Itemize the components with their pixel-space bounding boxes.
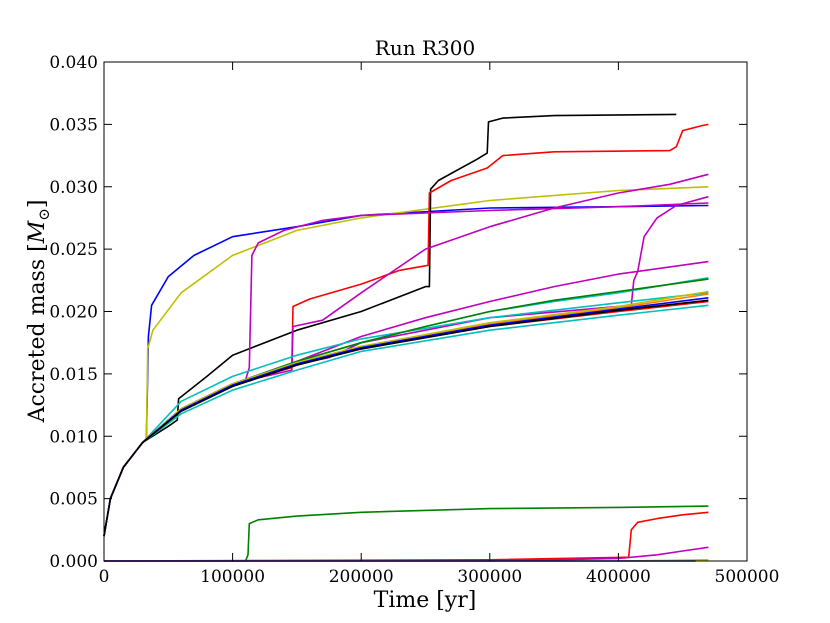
series-line-2 — [103, 186, 709, 537]
y-axis-label: Accreted mass [M⊙] — [25, 200, 53, 424]
series-line-6 — [103, 173, 709, 537]
x-tick-label: 100000 — [200, 567, 265, 587]
series-line-19 — [103, 511, 709, 562]
series-line-17 — [103, 299, 709, 537]
y-tick-label: 0.030 — [49, 178, 98, 198]
y-axis-label-suffix: ] — [25, 200, 50, 209]
y-axis-label-prefix: Accreted mass [ — [25, 243, 50, 423]
y-tick-label: 0.040 — [49, 53, 98, 73]
series-line-5 — [103, 202, 709, 537]
x-tick-label: 300000 — [457, 567, 522, 587]
series-line-3 — [103, 113, 677, 537]
y-tick-label: 0.025 — [49, 240, 98, 260]
series-line-1 — [103, 204, 709, 537]
series-line-9 — [103, 292, 709, 537]
series-line-18 — [104, 505, 709, 562]
x-tick-label: 400000 — [586, 567, 651, 587]
y-tick-label: 0.015 — [49, 365, 98, 385]
chart-title: Run R300 — [375, 36, 475, 60]
series-line-15 — [103, 300, 709, 537]
tick-layer: 0 100000 200000 300000 400000 500000 0.000 0.00… — [49, 53, 779, 587]
plot-frame — [103, 61, 748, 562]
y-tick-label: 0.010 — [49, 427, 98, 447]
y-tick-label: 0.000 — [49, 552, 98, 572]
y-axis-label-symbol: M — [25, 220, 50, 244]
y-axis-label-subscript: ⊙ — [35, 208, 53, 221]
x-tick-label: 0 — [99, 567, 110, 587]
y-tick-label: 0.035 — [49, 115, 98, 135]
series-line-13 — [103, 293, 709, 537]
x-axis-label: Time [yr] — [374, 588, 477, 613]
x-tick-label: 500000 — [715, 567, 780, 587]
y-tick-label: 0.005 — [49, 490, 98, 510]
series-line-14 — [103, 290, 709, 537]
series-line-4 — [103, 123, 709, 537]
series-layer — [103, 113, 709, 562]
y-tick-label: 0.020 — [49, 303, 98, 323]
series-line-7 — [103, 195, 709, 537]
series-line-20 — [104, 546, 709, 562]
x-tick-label: 200000 — [329, 567, 394, 587]
